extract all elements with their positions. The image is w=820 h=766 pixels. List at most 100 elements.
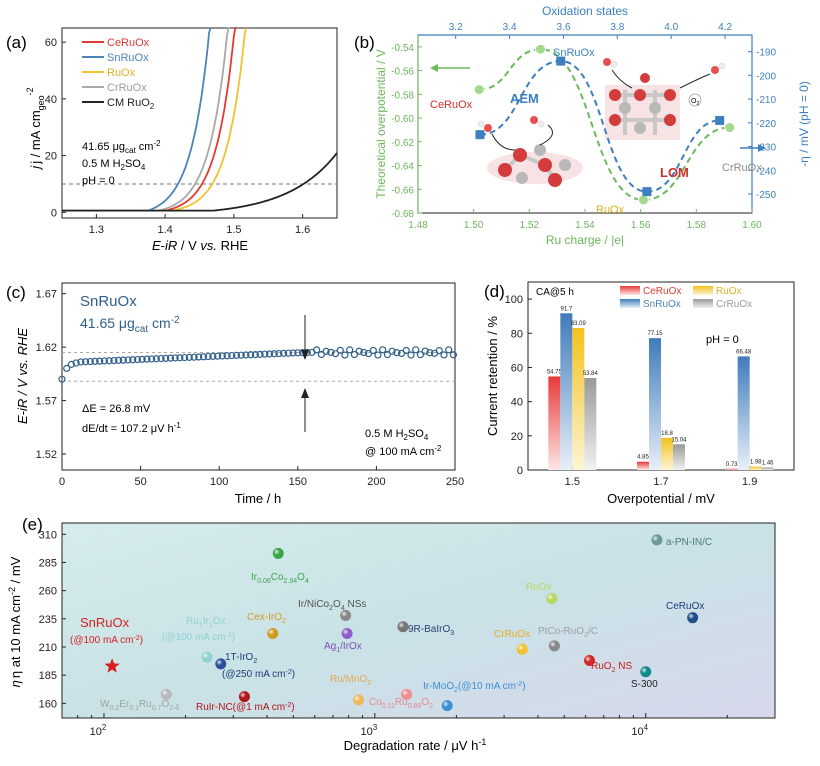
label-ruox: RuOx — [526, 582, 552, 593]
y-tick-label: 235 — [39, 614, 57, 626]
y-tick-label: 40 — [511, 397, 523, 409]
panel-b-frame — [417, 34, 753, 214]
bar-ruox-1.7 — [661, 437, 673, 470]
data-point — [195, 353, 203, 361]
panel-e: (e) 160 185 210 235 260 285 310 102 103 104 SnRuO… — [7, 515, 776, 753]
right-tick-label: -200 — [756, 71, 776, 82]
x-tick-label: 1.5 — [565, 476, 580, 488]
x-tick-label: 104 — [631, 723, 648, 738]
data-point — [228, 351, 236, 360]
data-point — [232, 351, 241, 359]
delta-arrowhead-top — [301, 350, 309, 360]
oxygen-atom — [484, 124, 492, 132]
panel-a-ylabel: jj / mA cmgeo-2 — [25, 87, 46, 170]
label-ir-moo2: Ir-MoO2(@10 mA cm-2) — [423, 681, 526, 694]
point-highlight — [160, 688, 172, 700]
panel-b-ylabel-right: -η / mV (pH = 0) — [797, 81, 811, 167]
bar-crruox-1.9 — [761, 467, 774, 470]
label-ag1-irox: Ag1/IrOx — [324, 641, 362, 654]
data-point — [110, 356, 118, 365]
y-tick-label: 185 — [39, 670, 57, 682]
panel-c-xlabel: Time / h — [235, 491, 281, 506]
x-tick-label: 50 — [134, 476, 146, 488]
panel-b-ticks: 1.48 1.50 1.52 1.54 1.56 1.58 1.60 3.2 3.4 3.6 3.8… — [391, 22, 776, 231]
bar-value-label: 77.15 — [647, 331, 663, 337]
data-point — [91, 357, 99, 365]
data-point — [67, 360, 76, 368]
oxygen-atom — [603, 58, 611, 66]
data-point — [100, 357, 109, 365]
data-point — [133, 355, 142, 364]
panel-b-xlabel: Ru charge / |e| — [546, 233, 624, 247]
panel-d: (d) 0 20 40 60 80 100 1.5 1.7 1.9 54.75 91.7 83.09… — [484, 281, 795, 506]
y-tick-label: 60 — [45, 37, 57, 49]
oxygen-atom — [634, 89, 646, 101]
panel-c: (c) 0 50 100 150 200 250 1.52 1.57 1.62 1.67 SnRu… — [6, 282, 464, 506]
legend-label-ceruox: CeRuOx — [107, 37, 150, 49]
panel-c-slope: dE/dt = 107.2 μV h-1 — [82, 421, 181, 435]
x-tick-label: 200 — [367, 476, 385, 488]
legend-label-snruox: SnRuOx — [107, 52, 149, 64]
data-point — [218, 352, 226, 360]
point-highlight — [352, 694, 364, 706]
y-tick-label: 1.57 — [36, 396, 57, 408]
oxygen-atom — [609, 114, 621, 126]
bar-value-label: 4.85 — [637, 455, 649, 461]
panel-a-ph: pH = 0 — [82, 175, 115, 187]
bar-value-label: 54.75 — [547, 369, 563, 375]
data-point — [412, 346, 420, 354]
y-tick-label: 60 — [511, 362, 523, 374]
panel-d-axes: 0 20 40 60 80 100 1.5 1.7 1.9 — [505, 294, 758, 488]
label-a-pn-in-c: a-PN-IN/C — [666, 537, 712, 548]
point-highlight — [341, 627, 353, 639]
ruthenium-atom — [516, 172, 528, 184]
point-highlight — [687, 612, 699, 624]
label-snruox: SnRuOx — [80, 615, 130, 630]
data-point — [322, 347, 330, 356]
data-point — [63, 364, 71, 372]
data-point — [171, 354, 179, 362]
data-point — [407, 351, 415, 359]
point-highlight — [516, 643, 528, 655]
left-tick-label: -0.62 — [391, 138, 414, 149]
data-point — [350, 350, 358, 359]
left-tick-label: -0.68 — [391, 209, 414, 220]
point-label-crruox: CrRuOx — [722, 162, 762, 174]
bar-ceruox-1.7 — [637, 461, 649, 470]
panel-d-bars: 54.75 91.7 83.09 53.84 4.85 77.15 18.815.04 0.7… — [547, 306, 774, 470]
oxygen-atom — [513, 148, 527, 162]
x-tick-label: 1.54 — [575, 220, 595, 231]
legend-label-crruox: CrRuOx — [716, 299, 752, 310]
point-highlight — [267, 627, 279, 639]
data-point — [176, 354, 184, 362]
point-highlight — [401, 688, 413, 700]
data-point — [77, 358, 85, 366]
point-highlight — [548, 640, 560, 652]
data-point — [190, 353, 198, 361]
panel-a-frame — [61, 27, 338, 219]
panel-e-labels: SnRuOx (@100 mA cm-2) W0.2Er0.1Ru0.7O2-δ… — [70, 537, 712, 713]
data-point — [416, 351, 425, 359]
x-tick-label: 1.7 — [653, 476, 668, 488]
top-tick-label: 3.8 — [610, 22, 624, 33]
o2-bubble — [688, 93, 702, 107]
point-highlight — [238, 691, 250, 703]
bar-snruox-1.9 — [737, 356, 750, 470]
panel-c-title: SnRuOx — [80, 293, 137, 310]
x-tick-label: 1.48 — [408, 220, 428, 231]
label-1t-iro2: 1T-IrO2 — [225, 652, 257, 665]
point-highlight — [272, 547, 284, 559]
hydrogen-atom — [537, 120, 545, 128]
oxygen-atom — [498, 163, 512, 177]
data-point — [327, 348, 335, 356]
right-tick-label: -240 — [756, 166, 776, 177]
ruthenium-atom — [559, 159, 571, 171]
ruthenium-atom — [649, 102, 661, 114]
y-tick-label: 0 — [51, 207, 57, 219]
y-tick-label: 20 — [511, 431, 523, 443]
theoretical-point-crruox — [724, 122, 736, 134]
data-point — [336, 346, 344, 354]
x-tick-label: 1.9 — [742, 476, 757, 488]
point-label-ruox: RuOx — [596, 204, 625, 216]
data-point — [162, 354, 170, 362]
